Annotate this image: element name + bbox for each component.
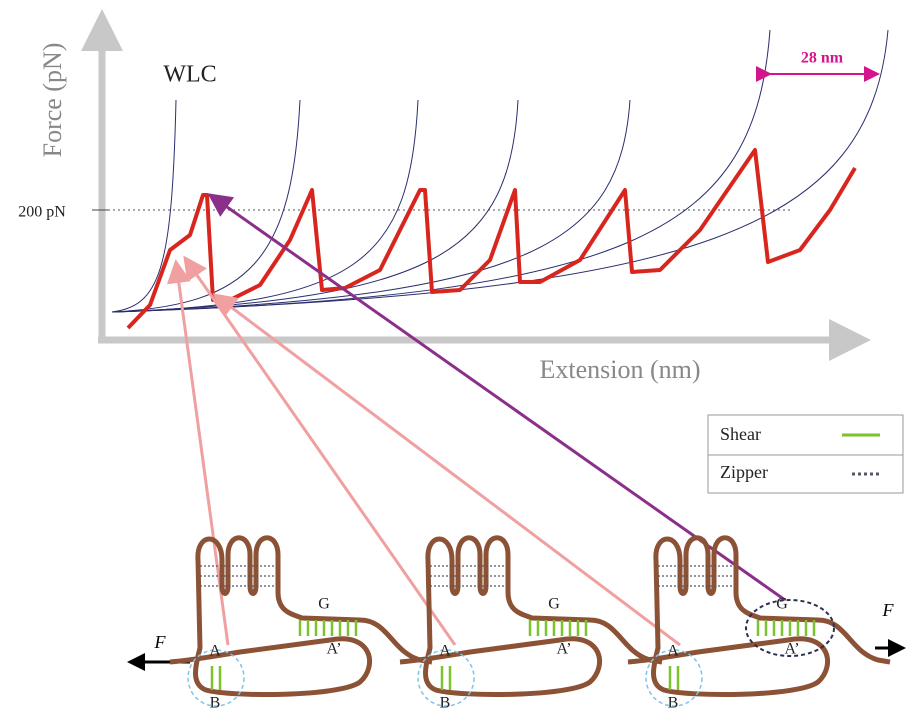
y-axis-label: Force (pN) [38, 43, 67, 158]
unit: A B G A’ [627, 535, 891, 711]
force-label: F [154, 632, 167, 652]
legend-box [707, 414, 904, 494]
pointer-arrow [166, 259, 230, 646]
wlc-curve [111, 29, 771, 313]
domain-label: A [209, 643, 221, 660]
bond-highlight [745, 599, 835, 657]
domain-label: G [548, 596, 560, 613]
domain-label: G [318, 596, 330, 613]
molecule: A B G A’ A B G A’ A B G A’ [169, 535, 891, 711]
unit: A B G A’ [169, 535, 433, 711]
domain-label: B [668, 695, 679, 711]
force-curve [126, 148, 857, 330]
domain-label: A [667, 643, 679, 660]
domain-label: G [776, 596, 788, 613]
strand [399, 535, 663, 698]
bond-highlight [645, 649, 703, 707]
domain-label: B [440, 695, 451, 711]
domain-label: A’ [326, 641, 341, 658]
legend: Shear Zipper [707, 414, 904, 494]
domain-label: A’ [784, 641, 799, 658]
strand [169, 535, 433, 698]
domain-label: A [439, 643, 451, 660]
legend-label: Zipper [720, 462, 768, 482]
pointer-arrows [166, 255, 681, 647]
pointer-arrow [183, 255, 457, 646]
legend-label: Shear [720, 424, 761, 444]
unit: A B G A’ [399, 535, 663, 711]
wlc-label: WLC [163, 62, 216, 88]
wlc-curves [111, 29, 889, 313]
force-marker: 200 pN [18, 204, 66, 221]
bond-highlight [417, 649, 475, 707]
wlc-curve [111, 99, 631, 313]
bond-highlight [187, 649, 245, 707]
wlc-curve [111, 99, 177, 313]
pointer-arrow [212, 293, 681, 647]
pointer-arrow [207, 193, 786, 602]
domain-label: B [210, 695, 221, 711]
x-axis-label: Extension (nm) [539, 355, 700, 384]
spacing-label: 28 nm [801, 50, 844, 67]
domain-label: A’ [556, 641, 571, 658]
wlc-curve [111, 99, 301, 313]
strand [627, 535, 891, 698]
force-label: F [882, 600, 895, 620]
wlc-curve [111, 99, 419, 313]
wlc-curve [111, 29, 889, 313]
